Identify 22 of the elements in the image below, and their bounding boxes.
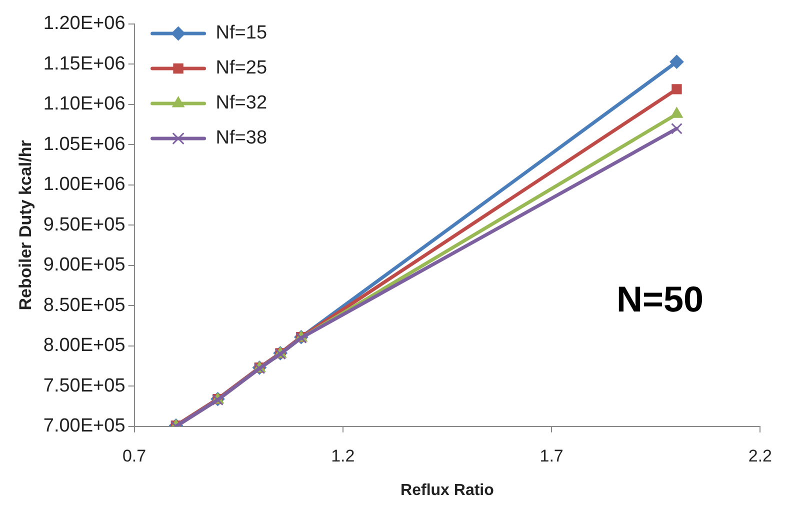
legend-label: Nf=38	[216, 128, 268, 149]
y-tick-label: 7.00E+05	[43, 416, 126, 437]
y-tick-label: 9.00E+05	[43, 254, 126, 276]
y-tick-label: 1.05E+06	[43, 134, 126, 155]
y-tick-label: 8.00E+05	[43, 335, 126, 356]
legend-label: Nf=32	[216, 92, 268, 114]
x-tick-label: 2.2	[748, 446, 772, 466]
legend-label: Nf=25	[216, 58, 268, 79]
legend-label: Nf=15	[216, 22, 268, 44]
y-tick-label: 1.00E+06	[43, 174, 126, 196]
y-tick-label: 7.50E+05	[43, 375, 126, 396]
y-tick-label: 9.50E+05	[43, 214, 126, 236]
annotation: N=50	[616, 278, 704, 320]
y-tick-label: 1.15E+06	[43, 53, 126, 74]
x-tick-label: 1.2	[331, 446, 355, 466]
x-axis-title: Reflux Ratio	[400, 482, 494, 499]
x-tick-label: 0.7	[122, 446, 146, 466]
y-tick-label: 1.20E+06	[43, 13, 126, 34]
y-tick-label: 1.10E+06	[43, 94, 126, 115]
x-tick-label: 1.7	[540, 446, 564, 466]
y-tick-label: 8.50E+05	[43, 294, 126, 316]
y-axis-title: Reboiler Duty kcal/hr	[16, 140, 35, 310]
